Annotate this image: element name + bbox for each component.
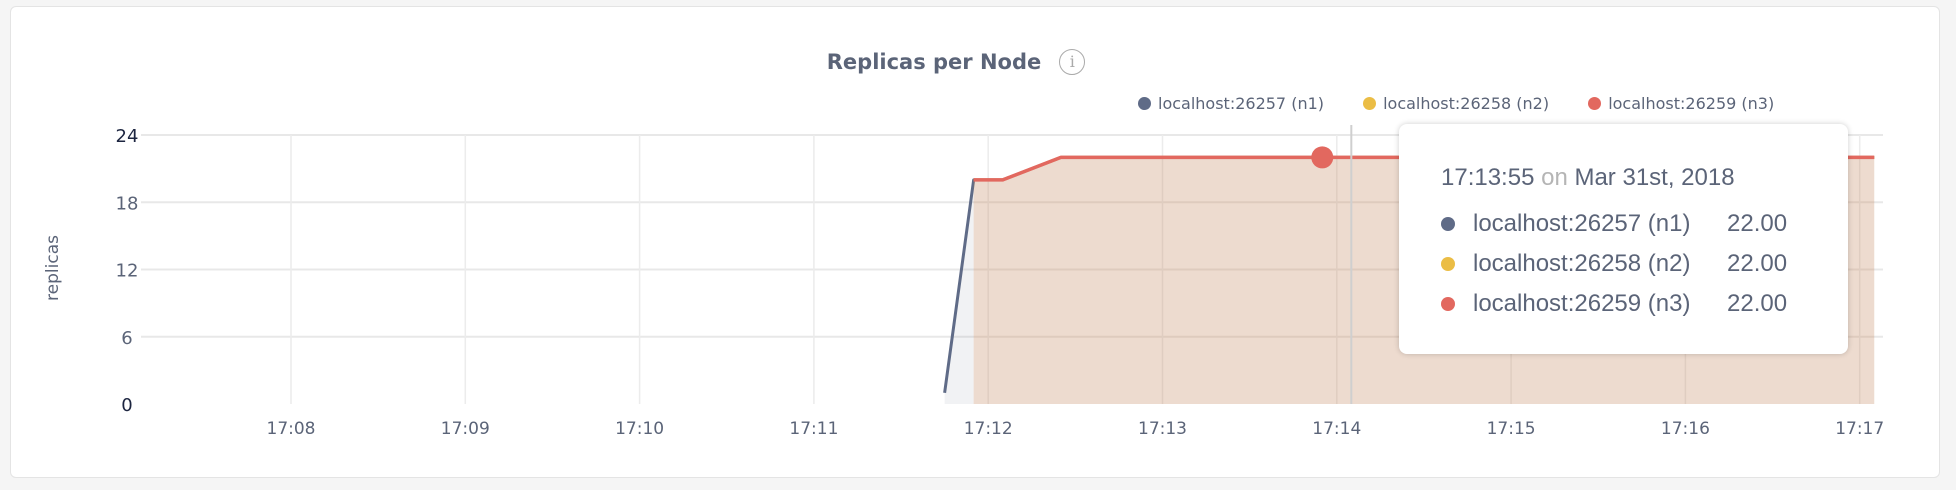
tooltip-date: Mar 31st, 2018 — [1574, 164, 1735, 191]
info-icon[interactable]: i — [1059, 49, 1086, 75]
legend-label: localhost:26258 (n2) — [1383, 94, 1550, 113]
x-tick-label: 17:09 — [441, 419, 490, 439]
y-tick-label: 0 — [121, 395, 132, 416]
hover-point — [1311, 146, 1334, 169]
legend-label: localhost:26259 (n3) — [1608, 94, 1775, 113]
y-axis-label: replicas — [43, 235, 63, 301]
legend-item-n2[interactable]: localhost:26258 (n2) — [1363, 94, 1549, 113]
legend-label: localhost:26257 (n1) — [1158, 94, 1324, 113]
y-tick-label: 6 — [121, 328, 132, 349]
x-tick-label: 17:08 — [267, 419, 316, 439]
tooltip-series-name: localhost:26257 (n1) — [1473, 210, 1691, 237]
x-tick-label: 17:13 — [1138, 419, 1187, 439]
chart-title-row: Replicas per Node i — [11, 49, 1901, 75]
tooltip-on: on — [1541, 164, 1568, 191]
tooltip-row: localhost:26257 (n1) 22.00 — [1441, 210, 1787, 238]
y-tick-label: 18 — [116, 193, 139, 214]
series-dot — [1441, 257, 1455, 271]
tooltip-value: 22.00 — [1727, 290, 1788, 317]
legend: localhost:26257 (n1) localhost:26258 (n2… — [1138, 94, 1808, 114]
series-dot — [1441, 297, 1455, 311]
x-tick-label: 17:16 — [1661, 419, 1710, 439]
legend-dot — [1588, 97, 1602, 110]
x-tick-label: 17:15 — [1487, 419, 1536, 439]
x-tick-label: 17:17 — [1835, 419, 1884, 439]
legend-item-n1[interactable]: localhost:26257 (n1) — [1138, 94, 1324, 113]
tooltip-value: 22.00 — [1727, 250, 1788, 277]
x-tick-label: 17:14 — [1312, 419, 1361, 439]
x-tick-label: 17:12 — [964, 419, 1013, 439]
legend-dot — [1363, 97, 1377, 110]
x-tick-label: 17:11 — [789, 419, 838, 439]
x-tick-label: 17:10 — [615, 419, 664, 439]
y-tick-label: 24 — [116, 126, 139, 147]
tooltip-value: 22.00 — [1727, 210, 1788, 237]
tooltip-header: 17:13:55 on Mar 31st, 2018 — [1441, 164, 1735, 192]
legend-dot — [1138, 97, 1151, 110]
legend-item-n3[interactable]: localhost:26259 (n3) — [1588, 94, 1774, 113]
tooltip-row: localhost:26259 (n3) 22.00 — [1441, 290, 1787, 318]
tooltip-time: 17:13:55 — [1441, 164, 1535, 191]
chart-title: Replicas per Node — [826, 50, 1042, 74]
tooltip: 17:13:55 on Mar 31st, 2018 localhost:262… — [1399, 124, 1848, 354]
tooltip-series-name: localhost:26258 (n2) — [1473, 250, 1691, 277]
tooltip-series-name: localhost:26259 (n3) — [1473, 290, 1691, 317]
y-tick-label: 12 — [116, 261, 139, 282]
series-dot — [1441, 217, 1455, 231]
tooltip-row: localhost:26258 (n2) 22.00 — [1441, 250, 1787, 278]
